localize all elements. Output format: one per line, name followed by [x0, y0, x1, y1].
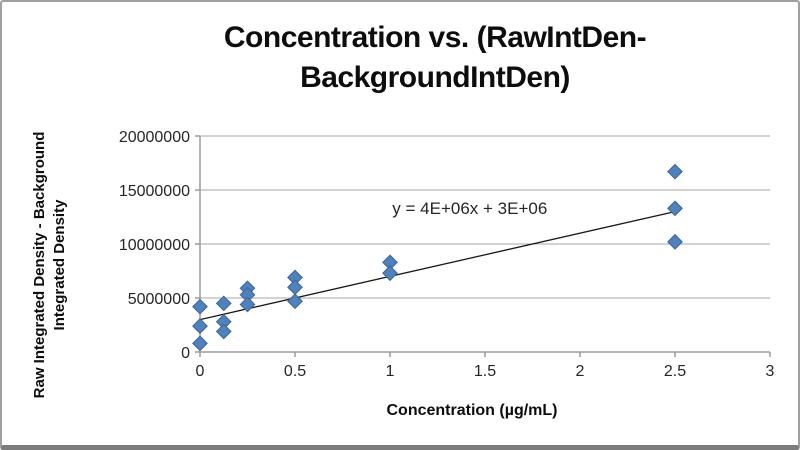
data-point — [192, 318, 208, 334]
x-tick-label: 0.5 — [284, 363, 306, 380]
chart-title: Concentration vs. (RawIntDen- Background… — [107, 18, 763, 98]
data-point — [192, 335, 208, 352]
data-point — [667, 200, 683, 217]
data-point — [287, 279, 303, 296]
data-point — [215, 323, 232, 340]
chart-title-line-2: BackgroundIntDen) — [300, 61, 570, 94]
x-axis-title: Concentration (µg/mL) — [386, 402, 558, 419]
x-tick-label: 2.5 — [664, 363, 686, 380]
x-tick-label: 0 — [196, 363, 205, 380]
data-point — [667, 233, 683, 250]
x-tick-label: 1 — [386, 363, 395, 380]
data-point — [382, 265, 398, 282]
y-tick-label: 10000000 — [119, 237, 190, 254]
data-point — [239, 296, 256, 313]
x-tick-label: 2 — [576, 363, 585, 380]
data-point — [667, 163, 683, 180]
y-tick-label: 0 — [181, 345, 190, 362]
chart-title-line-1: Concentration vs. (RawIntDen- — [223, 21, 647, 54]
y-tick-label: 15000000 — [119, 183, 190, 200]
data-point — [287, 293, 303, 310]
x-tick-label: 3 — [766, 363, 775, 380]
data-point — [192, 298, 208, 315]
x-tick-label: 1.5 — [474, 363, 496, 380]
trendline — [199, 210, 676, 321]
y-tick-label: 5000000 — [128, 291, 190, 308]
data-point — [215, 295, 232, 312]
y-tick-label: 20000000 — [119, 129, 190, 146]
trendline-equation-label: y = 4E+06x + 3E+06 — [392, 199, 547, 218]
